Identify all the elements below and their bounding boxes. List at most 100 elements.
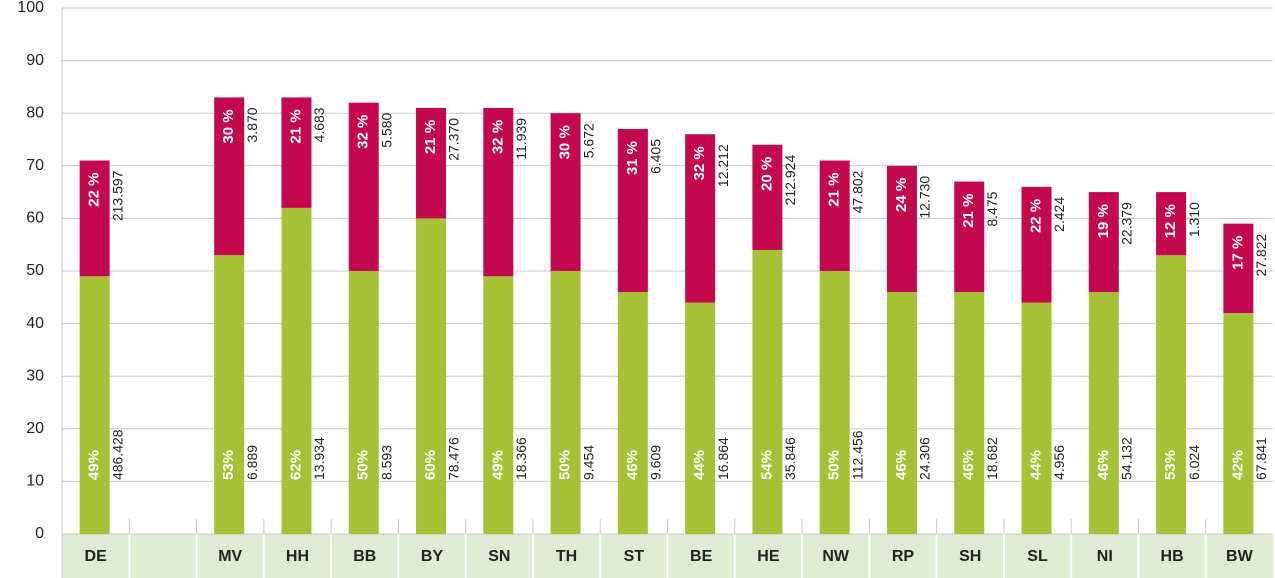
count-label: 27.822 (1253, 233, 1269, 276)
x-tick-label: SH (959, 548, 981, 565)
count-label: 112.456 (849, 430, 865, 480)
value-label: 32 % (489, 120, 506, 154)
count-label: 213.597 (109, 170, 125, 221)
x-tick-label: HE (757, 548, 780, 565)
bar-segment (348, 271, 379, 534)
value-label: 49% (489, 450, 506, 480)
count-label: 9.454 (580, 445, 596, 480)
y-tick-label: 0 (35, 525, 44, 542)
value-label: 50% (355, 450, 372, 480)
value-label: 44% (691, 450, 708, 480)
x-tick-label: HB (1161, 548, 1184, 565)
value-label: 32 % (691, 146, 708, 180)
bar-segment (1156, 255, 1187, 534)
value-label: 22 % (1027, 199, 1044, 233)
x-tick-label: BW (1226, 548, 1254, 565)
y-tick-label: 30 (26, 367, 44, 384)
value-label: 50% (557, 450, 574, 480)
x-tick-label: MV (218, 548, 242, 565)
count-label: 6.405 (648, 139, 664, 174)
count-label: 4.683 (311, 107, 327, 142)
bar-segment (752, 144, 783, 250)
bar-segment (1088, 292, 1119, 534)
bar-segment (617, 292, 648, 534)
bar-segment (954, 292, 985, 534)
count-label: 13.934 (311, 437, 327, 480)
bar-segment (685, 302, 716, 534)
bar-segment (954, 181, 985, 293)
count-label: 12.730 (917, 176, 933, 219)
bar-segment (617, 128, 648, 293)
x-tick-label: BE (690, 548, 713, 565)
count-label: 54.132 (1119, 437, 1135, 480)
count-label: 18.366 (513, 437, 529, 480)
value-label: 53% (1162, 450, 1179, 480)
bar-segment (416, 107, 447, 219)
count-label: 486.428 (109, 429, 125, 480)
y-tick-label: 100 (17, 0, 44, 16)
y-tick-label: 50 (26, 262, 44, 279)
value-label: 30 % (220, 109, 237, 143)
y-tick-label: 80 (26, 104, 44, 121)
value-label: 50% (826, 450, 843, 480)
x-tick-label: NI (1097, 548, 1113, 565)
count-label: 24.306 (917, 437, 933, 480)
value-label: 42% (1229, 450, 1246, 480)
count-label: 2.424 (1051, 197, 1067, 232)
value-label: 60% (422, 450, 439, 480)
count-label: 212.924 (782, 155, 798, 206)
y-tick-label: 20 (26, 420, 44, 437)
x-tick-label: RP (892, 548, 915, 565)
value-label: 21 % (287, 109, 304, 143)
value-label: 24 % (893, 178, 910, 212)
value-label: 46% (1095, 450, 1112, 480)
count-label: 3.870 (244, 107, 260, 142)
count-label: 5.672 (580, 123, 596, 158)
value-label: 32 % (355, 115, 372, 149)
x-tick-label: BY (421, 548, 444, 565)
bar-segment (752, 249, 783, 534)
value-label: 19 % (1095, 204, 1112, 238)
bar-segment (348, 102, 379, 272)
bar-segment (1156, 192, 1187, 256)
y-tick-label: 60 (26, 210, 44, 227)
y-tick-label: 90 (26, 52, 44, 69)
value-label: 46% (893, 450, 910, 480)
value-label: 21 % (826, 173, 843, 207)
bar-segment (1021, 302, 1052, 534)
count-label: 6.889 (244, 445, 260, 480)
bar-segment (886, 292, 917, 534)
bar-segment (214, 255, 245, 534)
count-label: 67.841 (1253, 437, 1269, 480)
bar-segment (819, 271, 850, 534)
bar-segment (281, 207, 312, 534)
bar-segment (1223, 313, 1254, 534)
value-label: 31 % (624, 141, 641, 175)
value-label: 20 % (758, 157, 775, 191)
count-label: 8.475 (984, 191, 1000, 226)
count-label: 47.802 (849, 170, 865, 213)
count-label: 22.379 (1119, 202, 1135, 245)
bar-segment (1223, 223, 1254, 314)
count-label: 8.593 (378, 445, 394, 480)
count-label: 1.310 (1186, 202, 1202, 237)
bar-segment (79, 276, 110, 534)
count-label: 5.580 (378, 112, 394, 147)
value-label: 46% (624, 450, 641, 480)
y-tick-label: 70 (26, 157, 44, 174)
count-label: 11.939 (513, 118, 529, 160)
bar-segment (685, 134, 716, 303)
value-label: 44% (1027, 450, 1044, 480)
bar-segment (416, 218, 447, 534)
bar-segment (819, 160, 850, 271)
value-label: 12 % (1162, 204, 1179, 238)
bar-segment (550, 113, 581, 271)
value-label: 21 % (960, 194, 977, 228)
x-tick-label: DE (85, 548, 108, 565)
x-tick-label: SL (1027, 548, 1048, 565)
bar-segment (214, 97, 245, 256)
x-tick-label: SN (488, 548, 510, 565)
value-label: 30 % (557, 125, 574, 159)
